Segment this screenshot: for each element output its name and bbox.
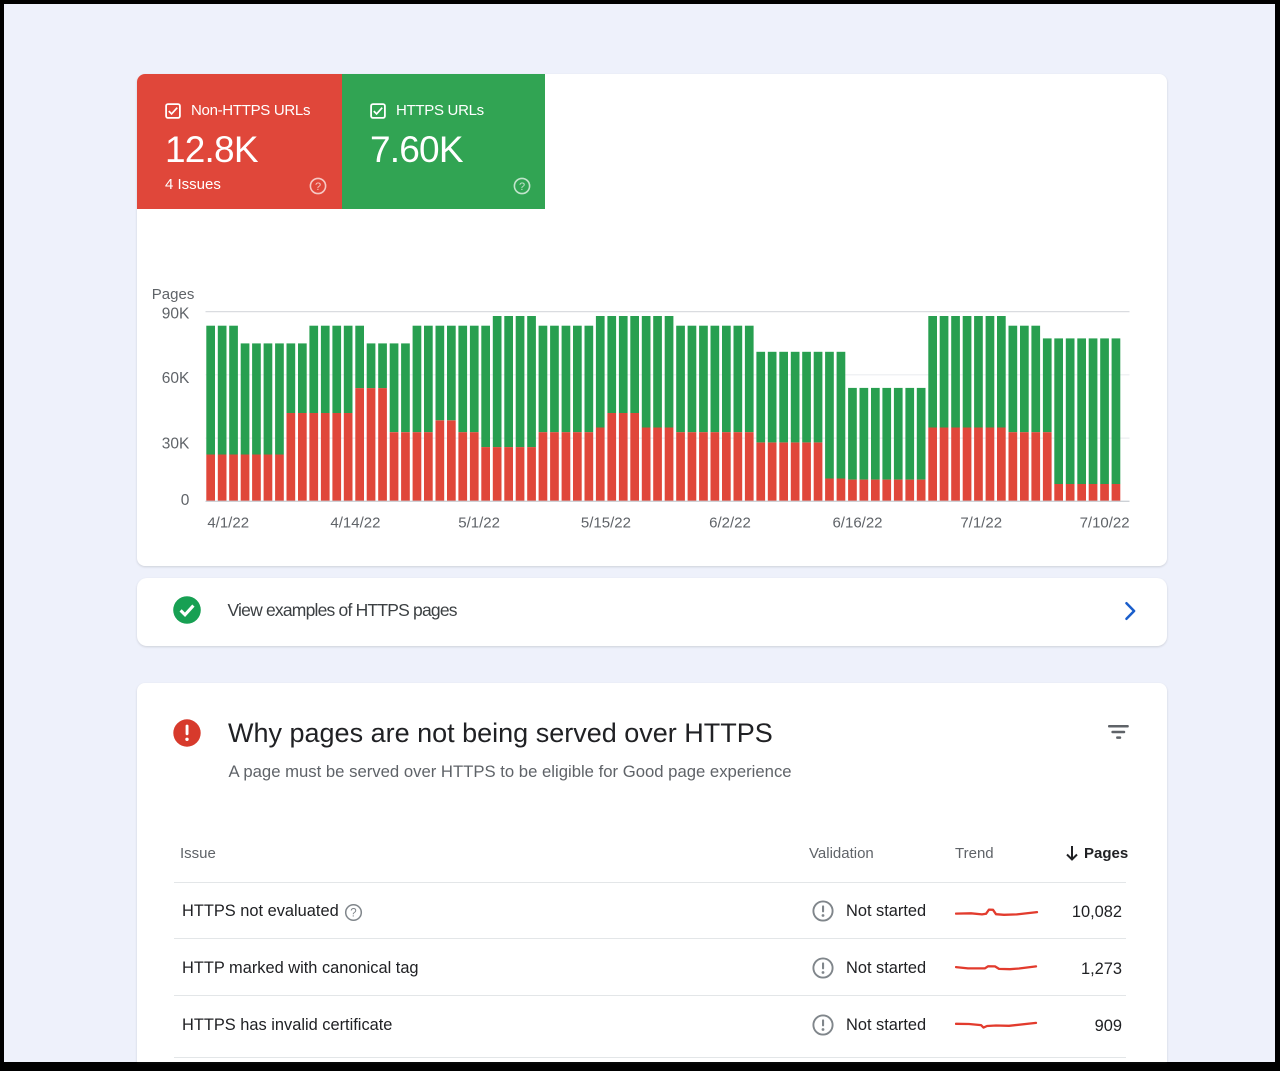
svg-text:6/2/22: 6/2/22 bbox=[709, 515, 751, 532]
svg-text:6/16/22: 6/16/22 bbox=[832, 515, 882, 532]
svg-text:4/14/22: 4/14/22 bbox=[330, 515, 380, 532]
svg-text:5/15/22: 5/15/22 bbox=[581, 515, 631, 532]
svg-text:60K: 60K bbox=[162, 370, 190, 387]
svg-text:5/1/22: 5/1/22 bbox=[458, 515, 500, 532]
svg-text:4/1/22: 4/1/22 bbox=[207, 515, 249, 532]
svg-text:Pages: Pages bbox=[152, 286, 195, 303]
svg-text:0: 0 bbox=[181, 492, 190, 509]
svg-text:?: ? bbox=[315, 181, 321, 193]
svg-text:?: ? bbox=[519, 181, 525, 193]
svg-text:90K: 90K bbox=[162, 306, 190, 323]
svg-text:?: ? bbox=[350, 908, 356, 920]
svg-text:30K: 30K bbox=[162, 436, 190, 453]
svg-text:7/1/22: 7/1/22 bbox=[960, 515, 1002, 532]
svg-text:7/10/22: 7/10/22 bbox=[1080, 515, 1130, 532]
